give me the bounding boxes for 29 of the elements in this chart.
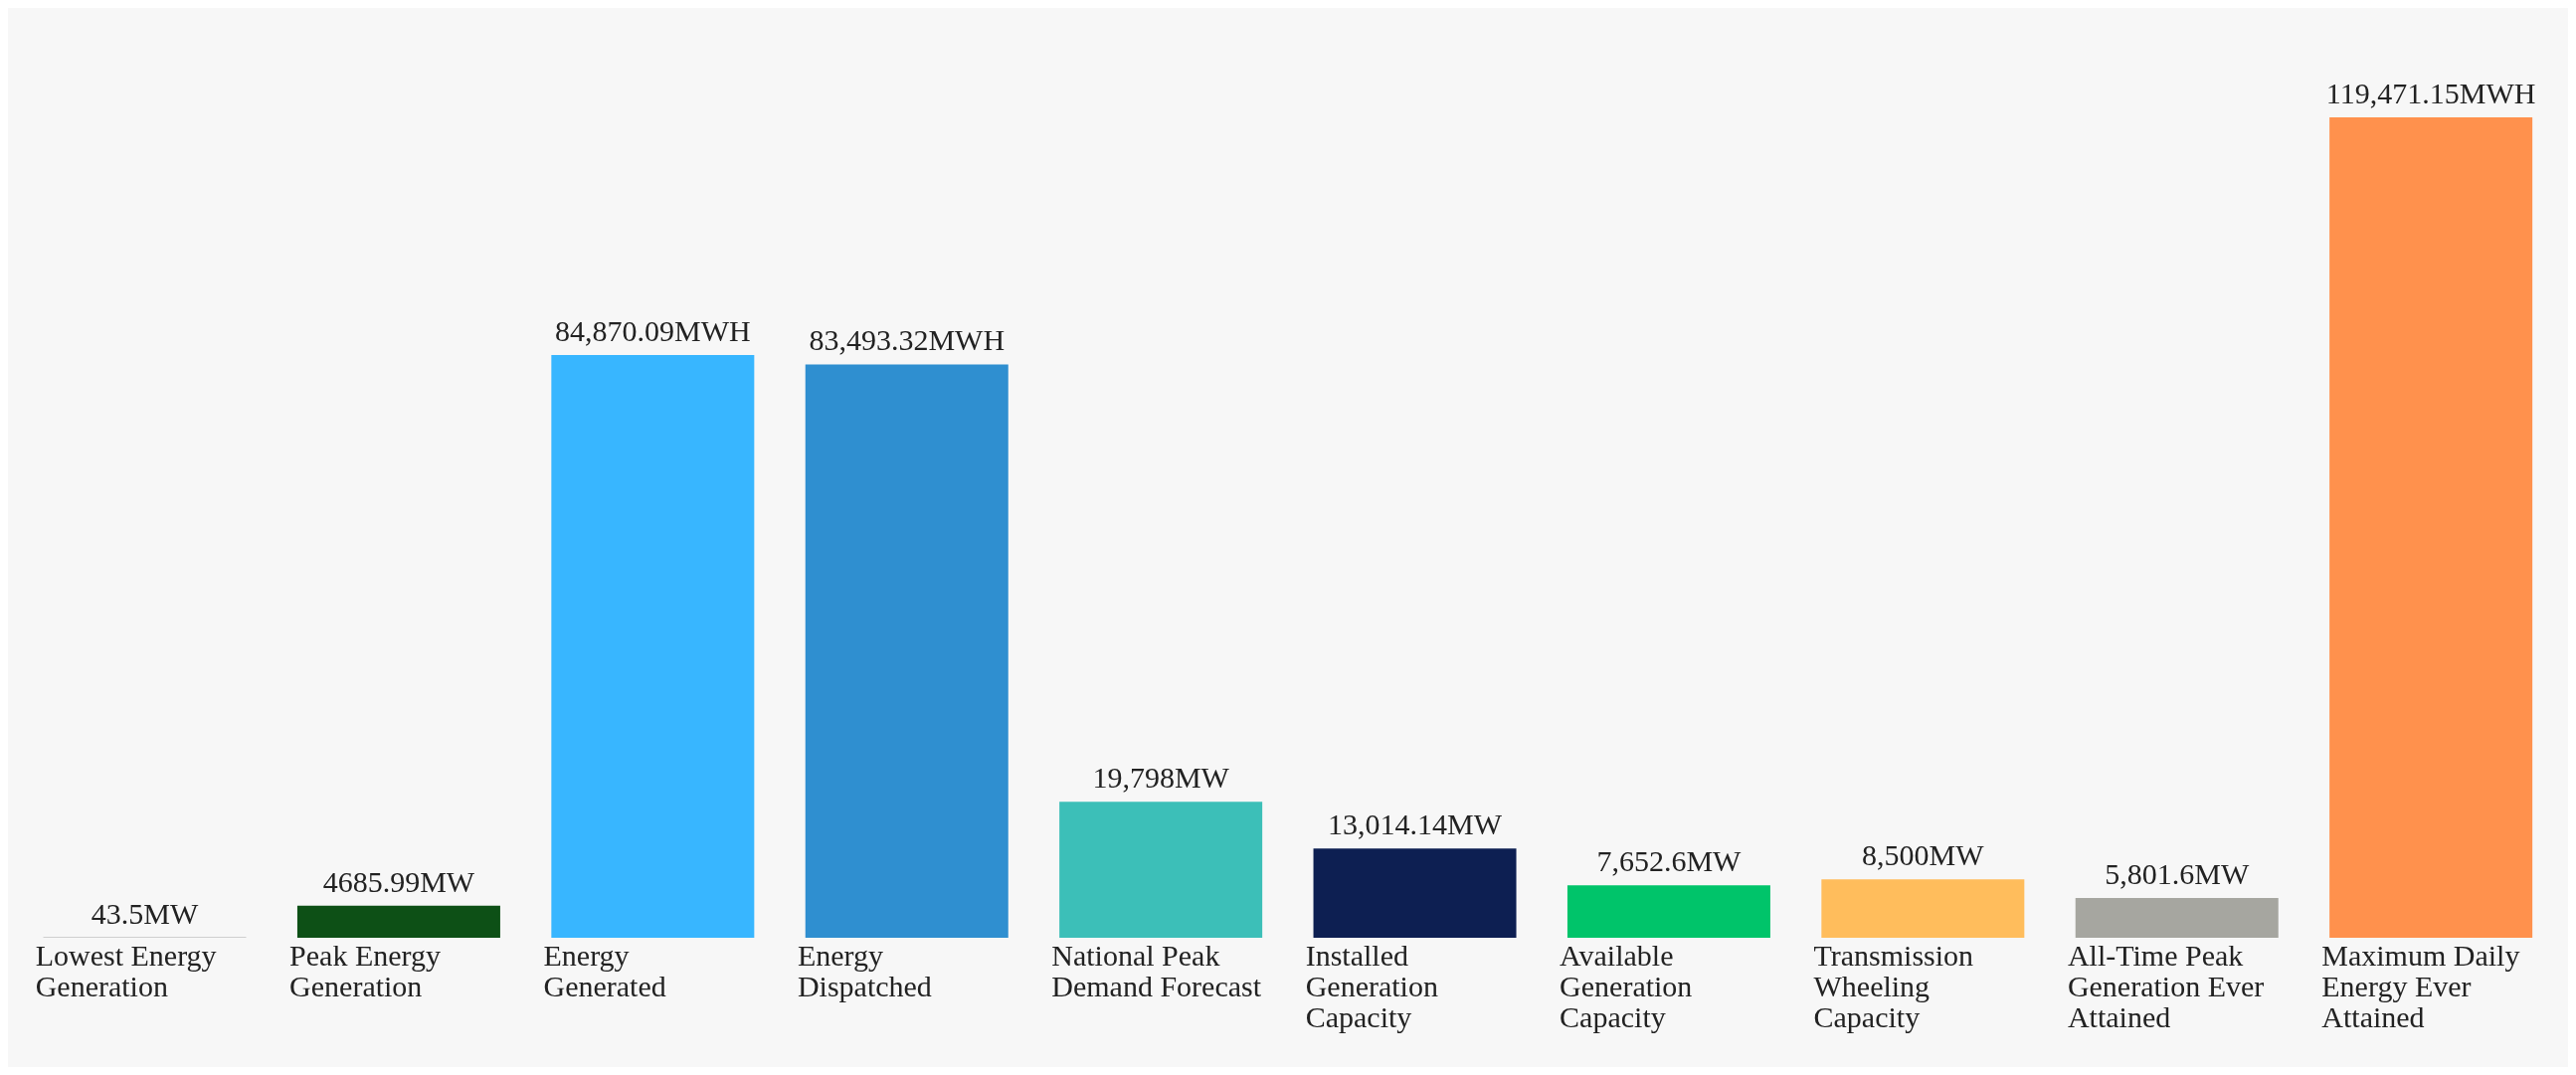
x-tick-label: Maximum Daily Energy Ever Attained bbox=[2321, 939, 2520, 1033]
bar bbox=[1821, 879, 2025, 938]
x-tick-label: National Peak Demand Forecast bbox=[1051, 939, 1262, 1002]
data-label: 5,801.6MW bbox=[2105, 856, 2250, 890]
data-label: 8,500MW bbox=[1862, 838, 1985, 872]
data-label: 119,471.15MWH bbox=[2325, 77, 2536, 109]
bar bbox=[1059, 802, 1263, 938]
bar bbox=[2075, 897, 2279, 938]
x-tick-label: Lowest Energy Generation bbox=[35, 939, 217, 1002]
bar bbox=[2329, 117, 2533, 938]
x-tick-label: Peak Energy Generation bbox=[289, 939, 442, 1002]
x-tick-label: Energy Generated bbox=[543, 939, 666, 1002]
data-label: 19,798MW bbox=[1092, 761, 1230, 795]
x-tick-label: Installed Generation Capacity bbox=[1305, 939, 1438, 1033]
bar bbox=[1566, 885, 1770, 938]
x-tick-label: Available Generation Capacity bbox=[1560, 939, 1693, 1033]
bar bbox=[1313, 848, 1517, 938]
bar bbox=[296, 905, 500, 938]
data-label: 13,014.14MW bbox=[1328, 807, 1503, 841]
x-tick-label: Transmission Wheeling Capacity bbox=[1813, 939, 1974, 1033]
x-tick-label: Energy Dispatched bbox=[797, 939, 932, 1002]
data-label: 43.5MW bbox=[91, 896, 199, 930]
x-tick-label: All-Time Peak Generation Ever Attained bbox=[2067, 939, 2265, 1033]
data-label: 4685.99MW bbox=[322, 864, 475, 898]
data-label: 83,493.32MWH bbox=[809, 323, 1006, 357]
bar bbox=[805, 364, 1009, 938]
data-label: 84,870.09MWH bbox=[555, 313, 751, 347]
bar bbox=[551, 354, 755, 938]
data-label: 7,652.6MW bbox=[1596, 844, 1743, 878]
